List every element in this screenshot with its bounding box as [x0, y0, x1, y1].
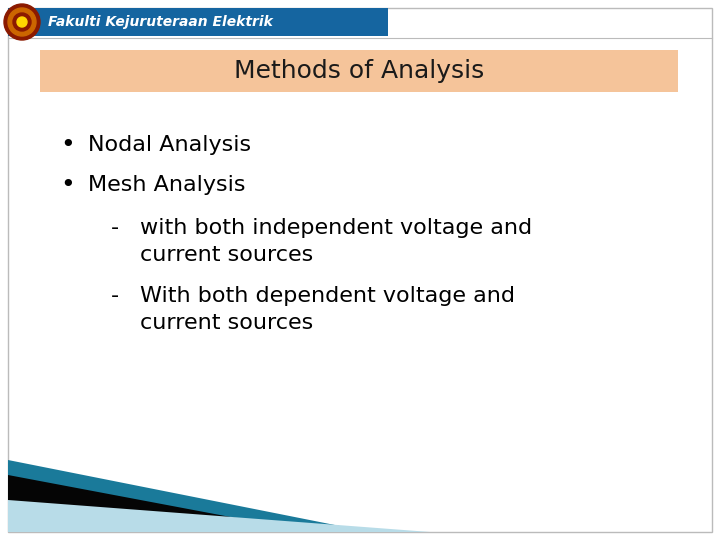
Text: Mesh Analysis: Mesh Analysis	[88, 175, 246, 195]
Text: current sources: current sources	[140, 313, 313, 333]
Text: •: •	[60, 133, 76, 157]
Text: Nodal Analysis: Nodal Analysis	[88, 135, 251, 155]
Text: •: •	[60, 173, 76, 197]
Text: With both dependent voltage and: With both dependent voltage and	[140, 286, 515, 306]
Polygon shape	[8, 500, 430, 532]
Text: with both independent voltage and: with both independent voltage and	[140, 218, 532, 238]
Circle shape	[13, 13, 31, 31]
Text: Methods of Analysis: Methods of Analysis	[234, 59, 484, 83]
Text: -: -	[111, 286, 119, 306]
Text: current sources: current sources	[140, 245, 313, 265]
Polygon shape	[8, 460, 370, 532]
Circle shape	[8, 8, 36, 36]
Circle shape	[4, 4, 40, 40]
Text: Fakulti Kejuruteraan Elektrik: Fakulti Kejuruteraan Elektrik	[48, 15, 273, 29]
Bar	[40, 50, 678, 92]
Circle shape	[17, 17, 27, 27]
Polygon shape	[8, 475, 310, 532]
Text: -: -	[111, 218, 119, 238]
Bar	[8, 8, 388, 36]
